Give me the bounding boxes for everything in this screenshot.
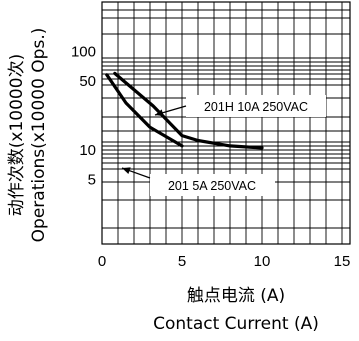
series-label-201h: 201H 10A 250VAC [204,100,308,114]
y-tick-label: 5 [88,172,96,189]
y-tick-label: 50 [79,73,96,90]
series-line-1 [113,71,264,150]
series-leader-arrowhead [122,167,131,174]
y-tick-label: 100 [71,44,96,61]
x-axis-title-cn: 触点电流 (A) [187,286,285,306]
series-label-201: 201 5A 250VAC [168,179,256,193]
x-tick-label: 0 [98,253,106,270]
x-tick-label: 5 [178,253,186,270]
y-tick-label: 10 [79,142,96,159]
series-leader-arrowhead [155,109,164,117]
x-axis-title-en: Contact Current (A) [153,314,319,334]
chart-grid [101,1,351,245]
chart-curves [105,71,264,150]
x-tick-label: 15 [334,253,351,270]
y-axis-title-en: Operations(x10000 Ops.) [29,28,49,243]
series-line-2 [105,73,184,148]
x-tick-label: 10 [254,253,271,270]
series-label-background [150,174,275,196]
y-axis-title-cn: 动作次数(x10000次) [7,54,27,216]
plot-frame [101,1,351,245]
series-callouts: 201H 10A 250VAC 201 5A 250VAC [121,95,326,196]
series-label-background [186,95,326,117]
axis-ticks: 0 5 10 15 100 50 10 5 [71,44,350,271]
